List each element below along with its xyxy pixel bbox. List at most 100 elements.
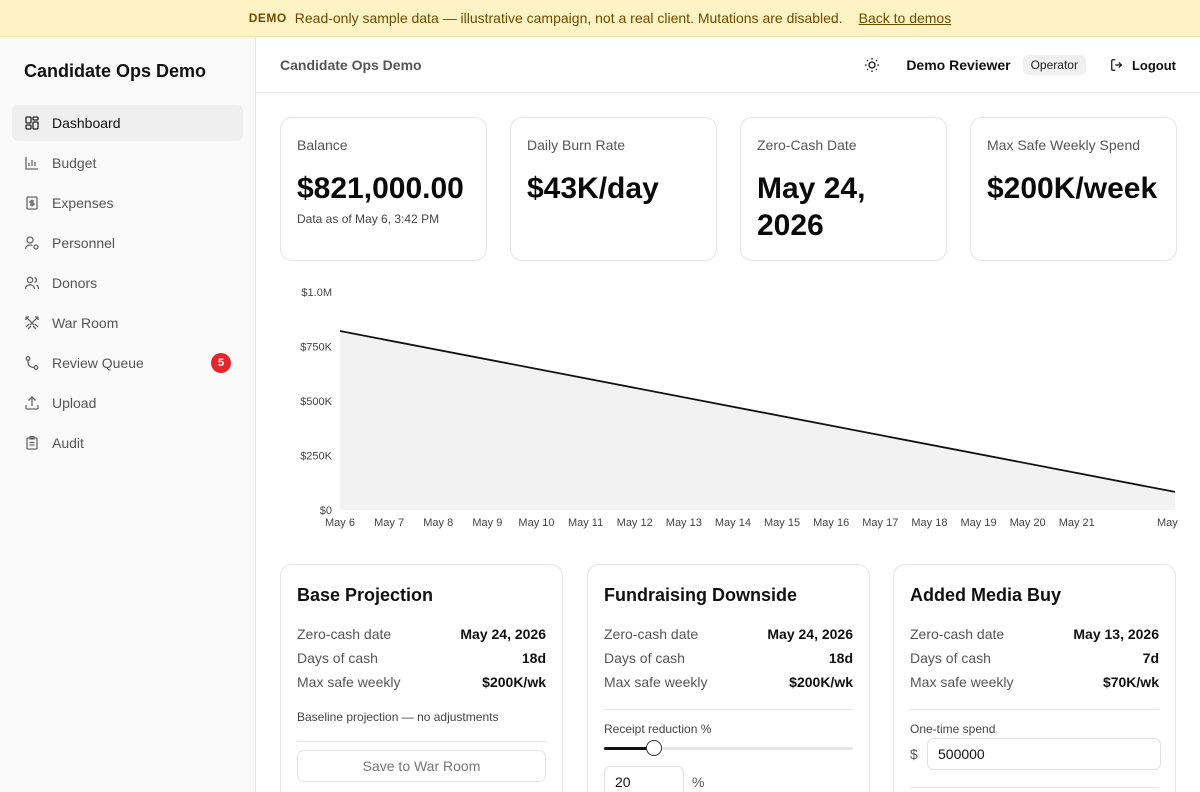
sidebar-item-label: Audit [52, 435, 84, 451]
one-time-spend-input[interactable]: 500000 [927, 738, 1161, 770]
clipboard-icon [24, 435, 40, 451]
sidebar-item-dashboard[interactable]: Dashboard [12, 105, 243, 141]
row-value: 18d [521, 650, 546, 666]
row-key: Max safe weekly [604, 674, 708, 690]
sidebar-item-label: Review Queue [52, 355, 144, 371]
review-queue-count-badge: 5 [211, 353, 231, 373]
sidebar-item-label: Budget [52, 155, 97, 171]
x-tick-label: May 17 [862, 517, 898, 529]
row-key: Max safe weekly [910, 674, 1014, 690]
scenario-note: Baseline projection — no adjustments [297, 710, 499, 724]
scenario-row: Days of cash 7d [910, 650, 1159, 670]
demo-tag: DEMO [248, 11, 287, 25]
slider-fill [604, 747, 654, 750]
x-tick-label: May 21 [1059, 517, 1095, 529]
kpi-timestamp: Data as of May 6, 3:42 PM [297, 212, 440, 226]
sidebar-item-label: War Room [52, 315, 119, 331]
receipt-reduction-label: Receipt reduction % [604, 722, 712, 736]
kpi-value: $200K/week [987, 172, 1158, 205]
x-tick-label: May 13 [666, 517, 702, 529]
scenario-row: Zero-cash date May 13, 2026 [910, 626, 1159, 646]
balance-area [340, 331, 1175, 510]
sidebar-item-label: Upload [52, 395, 97, 411]
scenario-row: Max safe weekly $200K/wk [604, 674, 853, 694]
scenario-row: Days of cash 18d [297, 650, 546, 670]
sun-icon[interactable] [864, 57, 880, 73]
logout-icon [1110, 58, 1124, 72]
kpi-label: Max Safe Weekly Spend [987, 137, 1141, 153]
kpi-label: Zero-Cash Date [757, 137, 857, 153]
header-title: Candidate Ops Demo [280, 56, 422, 73]
scenario-row: Days of cash 18d [604, 650, 853, 670]
row-value: 7d [1142, 650, 1159, 666]
row-key: Zero-cash date [604, 626, 699, 642]
divider [910, 709, 1159, 710]
sidebar: Candidate Ops Demo Dashboard Budget Expe… [0, 37, 256, 792]
receipt-reduction-input[interactable]: 20 [604, 766, 684, 792]
row-key: Max safe weekly [297, 674, 401, 690]
sidebar-item-budget[interactable]: Budget [12, 145, 243, 181]
row-value: May 13, 2026 [1073, 626, 1159, 642]
row-key: Days of cash [604, 650, 685, 666]
sidebar-item-review-queue[interactable]: Review Queue 5 [12, 345, 243, 381]
cash-projection-chart: $0 $250K $500K $750K $1.0M May 6 May 7 May 8 May… [300, 287, 1180, 529]
sidebar-nav: Dashboard Budget Expenses Personnel Dono… [12, 105, 243, 465]
upload-icon [24, 395, 40, 411]
x-tick-label: May 10 [518, 517, 554, 529]
slider-thumb[interactable] [645, 740, 662, 756]
x-tick-label: May 8 [423, 517, 453, 529]
back-to-demos-link[interactable]: Back to demos [858, 10, 952, 26]
kpi-label: Balance [297, 137, 348, 153]
row-key: Days of cash [297, 650, 378, 666]
user-cog-icon [24, 235, 40, 251]
x-tick-label: May 12 [617, 517, 653, 529]
row-value: $200K/wk [482, 674, 546, 690]
kpi-value-line1: May 24, [757, 172, 866, 205]
git-branch-icon [24, 355, 40, 371]
row-value: 18d [828, 650, 853, 666]
scenario-title: Added Media Buy [910, 585, 1062, 605]
scenario-row: Max safe weekly $70K/wk [910, 674, 1159, 694]
x-tick-label: May 9 [472, 517, 502, 529]
daily-burn-card: Daily Burn Rate $43K/day [510, 117, 717, 261]
row-key: Days of cash [910, 650, 991, 666]
kpi-label: Daily Burn Rate [527, 137, 626, 153]
row-value: $200K/wk [789, 674, 853, 690]
sidebar-item-label: Personnel [52, 235, 116, 251]
y-tick-label: $500K [300, 396, 332, 408]
sidebar-item-upload[interactable]: Upload [12, 385, 243, 421]
y-tick-label: $1.0M [301, 287, 332, 299]
sidebar-item-personnel[interactable]: Personnel [12, 225, 243, 261]
zero-cash-card: Zero-Cash Date May 24, 2026 [740, 117, 947, 261]
scenario-row: Zero-cash date May 24, 2026 [297, 626, 546, 646]
users-icon [24, 275, 40, 291]
dollar-prefix: $ [910, 746, 918, 762]
sidebar-item-expenses[interactable]: Expenses [12, 185, 243, 221]
kpi-value: $821,000.00 [297, 172, 464, 205]
divider [604, 709, 853, 710]
scenario-card-added-media-buy: Added Media Buy Zero-cash date May 13, 20… [893, 564, 1176, 792]
logout-label: Logout [1131, 57, 1176, 73]
x-tick-label: May 23 [1157, 517, 1180, 529]
row-value: $70K/wk [1102, 674, 1159, 690]
receipt-icon [24, 195, 40, 211]
sidebar-item-donors[interactable]: Donors [12, 265, 243, 301]
scenario-row: Zero-cash date May 24, 2026 [604, 626, 853, 646]
save-to-war-room-button[interactable]: Save to War Room [297, 750, 546, 782]
x-tick-label: May 6 [325, 517, 355, 529]
header-actions: Demo Reviewer Operator Logout [864, 37, 1176, 93]
role-badge: Operator [1022, 55, 1086, 75]
demo-message: Read-only sample data — illustrative cam… [294, 10, 843, 26]
sidebar-item-war-room[interactable]: War Room [12, 305, 243, 341]
brand-title: Candidate Ops Demo [24, 61, 207, 81]
balance-line [339, 330, 1176, 493]
row-value: May 24, 2026 [460, 626, 546, 642]
y-tick-label: $0 [320, 505, 332, 517]
row-key: Zero-cash date [297, 626, 392, 642]
scenario-title: Fundraising Downside [604, 585, 798, 605]
logout-button[interactable]: Logout [1110, 58, 1176, 73]
sidebar-item-label: Donors [52, 275, 98, 291]
sidebar-item-audit[interactable]: Audit [12, 425, 243, 461]
kpi-value: $43K/day [527, 172, 659, 205]
receipt-reduction-slider[interactable] [604, 740, 853, 756]
